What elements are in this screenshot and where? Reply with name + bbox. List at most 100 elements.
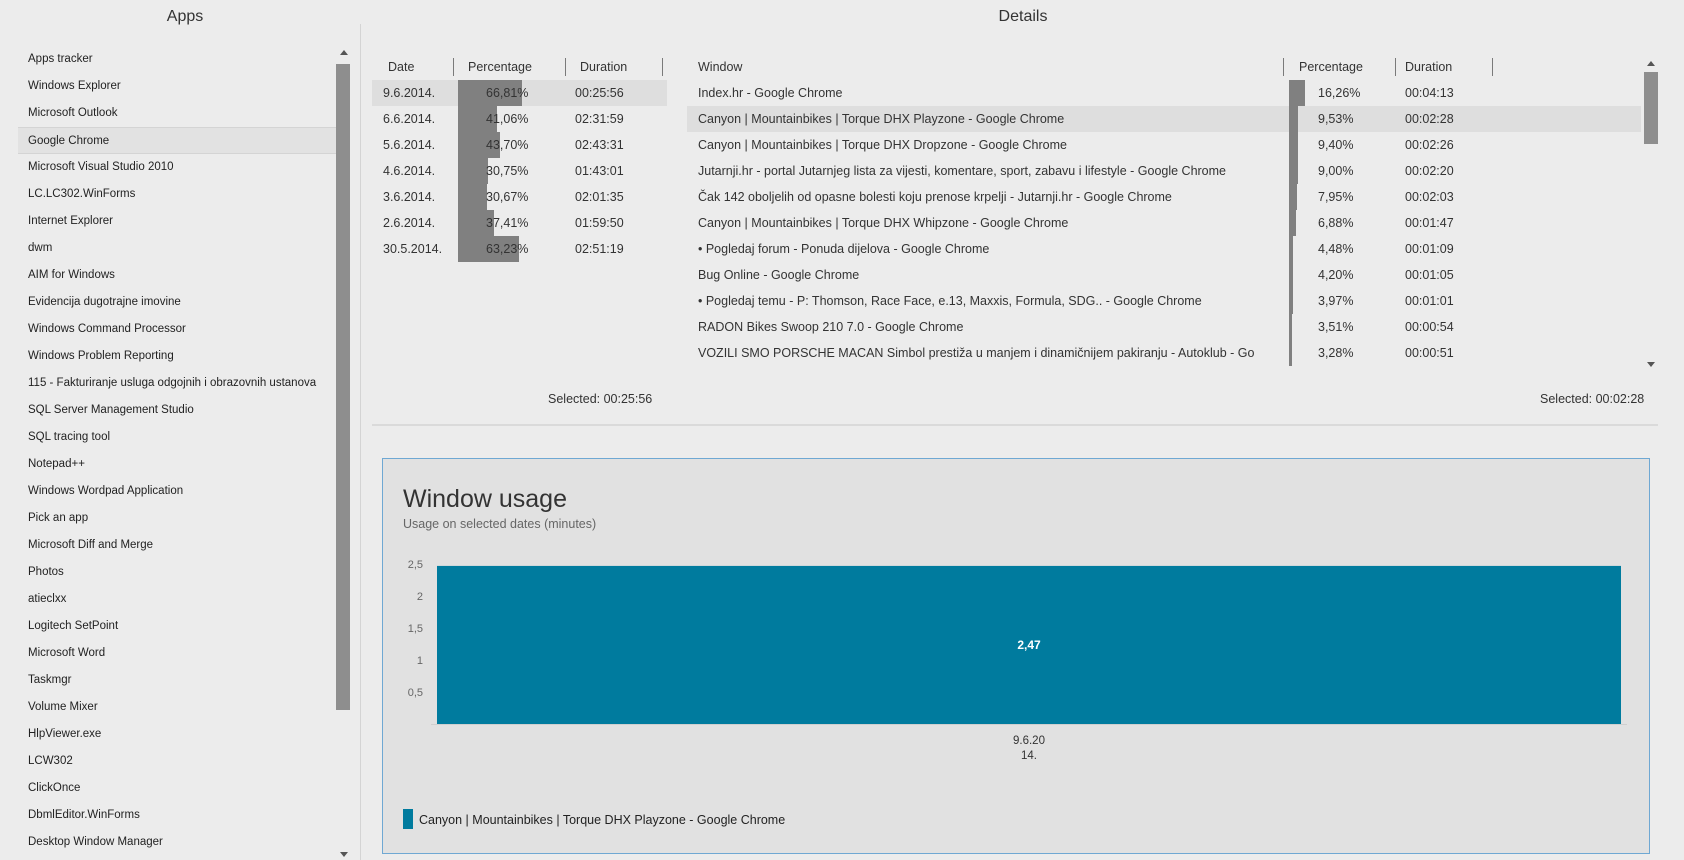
app-list-item[interactable]: Apps tracker: [28, 53, 93, 65]
windows-cell-window[interactable]: Jutarnji.hr - portal Jutarnjeg lista za …: [698, 164, 1227, 178]
windows-cell-window[interactable]: Canyon | Mountainbikes | Torque DHX Play…: [698, 112, 1065, 126]
app-list-item[interactable]: Windows Command Processor: [28, 323, 186, 335]
dates-cell-duration[interactable]: 02:51:19: [575, 242, 624, 256]
apps-scrollbar[interactable]: [335, 46, 353, 860]
app-list-item[interactable]: Microsoft Visual Studio 2010: [28, 161, 174, 173]
table-row-selected[interactable]: [687, 106, 1641, 132]
windows-cell-duration[interactable]: 00:02:26: [1405, 138, 1454, 152]
app-list-item[interactable]: Windows Explorer: [28, 80, 121, 92]
windows-cell-duration[interactable]: 00:01:01: [1405, 294, 1454, 308]
dates-cell-date[interactable]: 30.5.2014.: [383, 242, 443, 256]
app-list-item[interactable]: LCW302: [28, 755, 73, 767]
windows-cell-duration[interactable]: 00:00:51: [1405, 346, 1454, 360]
app-list-item[interactable]: Microsoft Diff and Merge: [28, 539, 154, 551]
app-list-item[interactable]: Photos: [28, 566, 64, 578]
dates-cell-date[interactable]: 9.6.2014.: [383, 86, 436, 100]
windows-cell-percentage[interactable]: 7,95%: [1318, 190, 1354, 204]
column-separator[interactable]: [1492, 58, 1493, 76]
windows-cell-window[interactable]: Čak 142 oboljelih od opasne bolesti koju…: [698, 190, 1172, 204]
dates-cell-date[interactable]: 2.6.2014.: [383, 216, 436, 230]
windows-header-percentage[interactable]: Percentage: [1299, 60, 1363, 74]
app-list-item[interactable]: dwm: [28, 242, 53, 254]
app-list-item[interactable]: HlpViewer.exe: [28, 728, 102, 740]
chart-bar[interactable]: [437, 565, 1621, 724]
windows-cell-percentage[interactable]: 4,48%: [1318, 242, 1354, 256]
column-separator[interactable]: [1283, 58, 1284, 76]
windows-cell-percentage[interactable]: 9,00%: [1318, 164, 1354, 178]
scroll-up-arrow-icon[interactable]: [340, 50, 348, 55]
dates-cell-percentage[interactable]: 63,23%: [486, 242, 529, 256]
app-list-item[interactable]: Taskmgr: [28, 674, 72, 686]
windows-cell-window[interactable]: Bug Online - Google Chrome: [698, 268, 860, 282]
column-separator[interactable]: [662, 58, 663, 76]
windows-cell-duration[interactable]: 00:02:28: [1405, 112, 1454, 126]
column-separator[interactable]: [1395, 58, 1396, 76]
scroll-down-arrow-icon[interactable]: [340, 852, 348, 857]
app-list-item[interactable]: Notepad++: [28, 458, 85, 470]
app-list-item[interactable]: LC.LC302.WinForms: [28, 188, 136, 200]
windows-cell-window[interactable]: • Pogledaj temu - P: Thomson, Race Face,…: [698, 294, 1202, 308]
app-list-item[interactable]: Microsoft Word: [28, 647, 106, 659]
windows-header-duration[interactable]: Duration: [1405, 60, 1453, 74]
dates-cell-duration[interactable]: 00:25:56: [575, 86, 624, 100]
windows-scrollbar[interactable]: [1642, 58, 1660, 372]
app-list-item[interactable]: Internet Explorer: [28, 215, 114, 227]
windows-cell-window[interactable]: Canyon | Mountainbikes | Torque DHX Drop…: [698, 138, 1067, 152]
dates-cell-duration[interactable]: 01:59:50: [575, 216, 624, 230]
dates-cell-percentage[interactable]: 30,75%: [486, 164, 529, 178]
panel-divider[interactable]: [360, 24, 361, 860]
app-list-item[interactable]: Microsoft Outlook: [28, 107, 118, 119]
app-list-item[interactable]: Evidencija dugotrajne imovine: [28, 296, 181, 308]
windows-cell-percentage[interactable]: 6,88%: [1318, 216, 1354, 230]
dates-cell-date[interactable]: 3.6.2014.: [383, 190, 436, 204]
dates-cell-duration[interactable]: 02:43:31: [575, 138, 624, 152]
column-separator[interactable]: [565, 58, 566, 76]
windows-cell-window[interactable]: Canyon | Mountainbikes | Torque DHX Whip…: [698, 216, 1069, 230]
windows-cell-window[interactable]: Index.hr - Google Chrome: [698, 86, 843, 100]
dates-cell-date[interactable]: 6.6.2014.: [383, 112, 436, 126]
windows-cell-percentage[interactable]: 16,26%: [1318, 86, 1361, 100]
app-list-item[interactable]: ClickOnce: [28, 782, 81, 794]
app-list-item[interactable]: DbmlEditor.WinForms: [28, 809, 140, 821]
dates-header-percentage[interactable]: Percentage: [468, 60, 532, 74]
app-list-item[interactable]: Pick an app: [28, 512, 89, 524]
windows-header-window[interactable]: Window: [698, 60, 743, 74]
app-list-item[interactable]: atieclxx: [28, 593, 67, 605]
app-list-item[interactable]: Desktop Window Manager: [28, 836, 163, 848]
dates-cell-percentage[interactable]: 37,41%: [486, 216, 529, 230]
dates-cell-percentage[interactable]: 66,81%: [486, 86, 529, 100]
app-list-item[interactable]: Volume Mixer: [28, 701, 98, 713]
dates-cell-percentage[interactable]: 30,67%: [486, 190, 529, 204]
app-list-item[interactable]: Windows Problem Reporting: [28, 350, 174, 362]
dates-header-date[interactable]: Date: [388, 60, 415, 74]
dates-cell-percentage[interactable]: 43,70%: [486, 138, 529, 152]
dates-cell-date[interactable]: 4.6.2014.: [383, 164, 436, 178]
windows-cell-duration[interactable]: 00:01:09: [1405, 242, 1454, 256]
windows-cell-window[interactable]: RADON Bikes Swoop 210 7.0 - Google Chrom…: [698, 320, 964, 334]
windows-cell-percentage[interactable]: 9,53%: [1318, 112, 1354, 126]
app-list-item[interactable]: Windows Wordpad Application: [28, 485, 184, 497]
windows-cell-duration[interactable]: 00:00:54: [1405, 320, 1454, 334]
app-list-item[interactable]: SQL Server Management Studio: [28, 404, 194, 416]
dates-header-duration[interactable]: Duration: [580, 60, 628, 74]
scroll-up-arrow-icon[interactable]: [1647, 61, 1655, 66]
windows-cell-window[interactable]: VOZILI SMO PORSCHE MACAN Simbol prestiža…: [698, 346, 1255, 360]
dates-cell-percentage[interactable]: 41,06%: [486, 112, 529, 126]
app-list-item[interactable]: AIM for Windows: [28, 269, 115, 281]
app-list-item[interactable]: Google Chrome: [18, 127, 336, 154]
dates-cell-duration[interactable]: 02:31:59: [575, 112, 624, 126]
column-separator[interactable]: [453, 58, 454, 76]
apps-list[interactable]: Apps tracker Windows Explorer Microsoft Ou…: [18, 46, 336, 860]
dates-cell-duration[interactable]: 01:43:01: [575, 164, 624, 178]
windows-cell-window[interactable]: • Pogledaj forum - Ponuda dijelova - Goo…: [698, 242, 990, 256]
dates-cell-date[interactable]: 5.6.2014.: [383, 138, 436, 152]
windows-cell-duration[interactable]: 00:02:03: [1405, 190, 1454, 204]
windows-cell-percentage[interactable]: 9,40%: [1318, 138, 1354, 152]
windows-cell-duration[interactable]: 00:01:47: [1405, 216, 1454, 230]
app-list-item[interactable]: Logitech SetPoint: [28, 620, 119, 632]
app-list-item[interactable]: SQL tracing tool: [28, 431, 111, 443]
windows-cell-percentage[interactable]: 3,51%: [1318, 320, 1354, 334]
windows-cell-duration[interactable]: 00:01:05: [1405, 268, 1454, 282]
windows-cell-percentage[interactable]: 3,28%: [1318, 346, 1354, 360]
windows-cell-percentage[interactable]: 3,97%: [1318, 294, 1354, 308]
